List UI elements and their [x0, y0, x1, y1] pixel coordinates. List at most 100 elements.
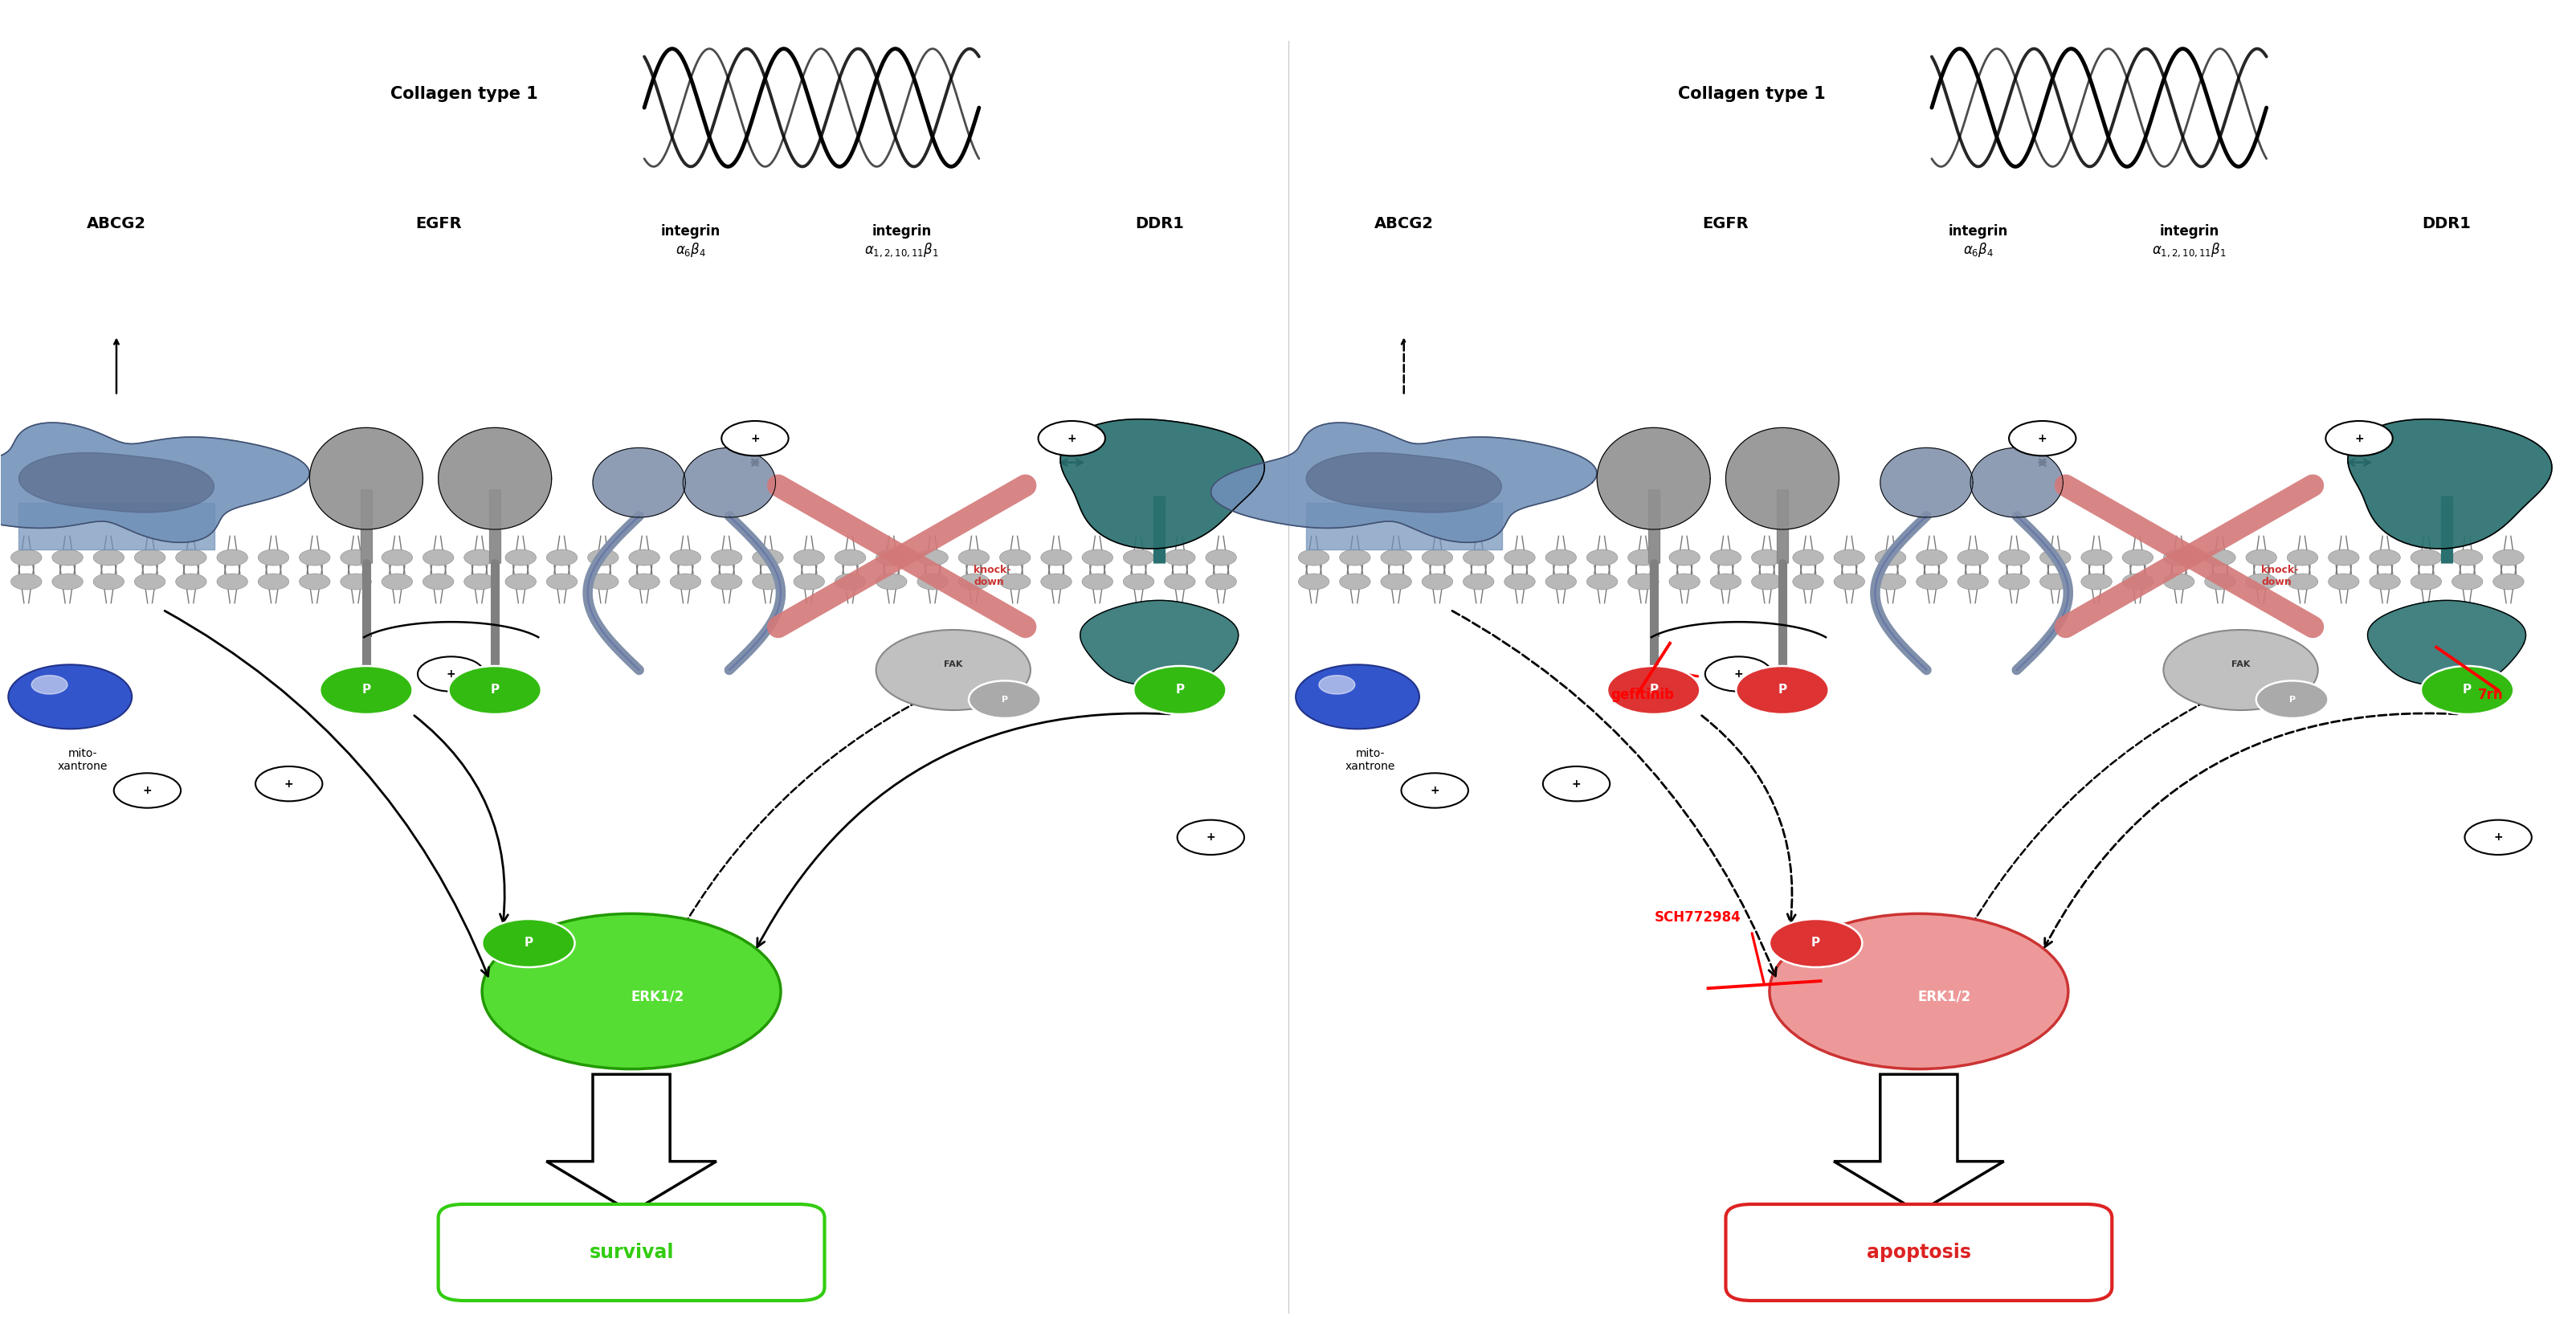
Circle shape	[1298, 549, 1329, 565]
Circle shape	[1381, 574, 1412, 590]
Circle shape	[2257, 681, 2329, 718]
Text: P: P	[1777, 683, 1788, 695]
FancyArrowPatch shape	[1703, 716, 1795, 922]
Circle shape	[93, 549, 124, 565]
Circle shape	[1298, 574, 1329, 590]
Circle shape	[381, 549, 412, 565]
Circle shape	[1546, 549, 1577, 565]
Circle shape	[1381, 549, 1412, 565]
Circle shape	[2329, 549, 2360, 565]
Circle shape	[482, 914, 781, 1069]
Circle shape	[835, 574, 866, 590]
Circle shape	[1669, 574, 1700, 590]
Polygon shape	[18, 453, 214, 512]
Circle shape	[216, 574, 247, 590]
Circle shape	[1422, 549, 1453, 565]
Text: ABCG2: ABCG2	[88, 216, 147, 232]
Text: +: +	[750, 433, 760, 444]
Circle shape	[8, 665, 131, 729]
Polygon shape	[1726, 427, 1839, 529]
Circle shape	[1793, 574, 1824, 590]
Text: +: +	[142, 785, 152, 796]
Text: EGFR: EGFR	[415, 216, 461, 232]
Text: P: P	[2463, 683, 2473, 695]
Circle shape	[255, 766, 322, 801]
Circle shape	[1164, 574, 1195, 590]
Circle shape	[1587, 549, 1618, 565]
Text: +: +	[283, 779, 294, 789]
Text: integrin
$\alpha_{1,2,10,11}\beta_1$: integrin $\alpha_{1,2,10,11}\beta_1$	[2151, 224, 2226, 259]
Circle shape	[381, 574, 412, 590]
Circle shape	[505, 549, 536, 565]
Circle shape	[917, 574, 948, 590]
Circle shape	[1546, 574, 1577, 590]
Polygon shape	[0, 422, 309, 543]
FancyArrowPatch shape	[2045, 713, 2458, 947]
Text: P: P	[2290, 695, 2295, 704]
Circle shape	[10, 574, 41, 590]
FancyArrowPatch shape	[757, 713, 1170, 947]
Circle shape	[2452, 574, 2483, 590]
Circle shape	[2164, 574, 2195, 590]
Circle shape	[1834, 549, 1865, 565]
Circle shape	[1177, 820, 1244, 855]
Circle shape	[340, 549, 371, 565]
Circle shape	[175, 574, 206, 590]
Circle shape	[1875, 574, 1906, 590]
Polygon shape	[592, 448, 685, 517]
Text: +: +	[2354, 433, 2365, 444]
Polygon shape	[1211, 422, 1597, 543]
Circle shape	[134, 549, 165, 565]
Circle shape	[1793, 549, 1824, 565]
Text: Collagen type 1: Collagen type 1	[389, 86, 538, 102]
Circle shape	[999, 574, 1030, 590]
Circle shape	[216, 549, 247, 565]
Circle shape	[2040, 549, 2071, 565]
Circle shape	[2411, 549, 2442, 565]
Circle shape	[1587, 574, 1618, 590]
Circle shape	[2421, 666, 2514, 714]
Text: knock-
down: knock- down	[2262, 565, 2298, 587]
Circle shape	[2123, 574, 2154, 590]
Circle shape	[1710, 574, 1741, 590]
Circle shape	[1710, 549, 1741, 565]
Text: DDR1: DDR1	[2421, 216, 2470, 232]
Circle shape	[1504, 549, 1535, 565]
Circle shape	[2287, 574, 2318, 590]
Text: FAK: FAK	[943, 661, 963, 669]
Circle shape	[1917, 549, 1947, 565]
Circle shape	[113, 773, 180, 808]
Text: apoptosis: apoptosis	[1868, 1242, 1971, 1262]
Circle shape	[793, 574, 824, 590]
Circle shape	[2081, 549, 2112, 565]
Polygon shape	[1971, 448, 2063, 517]
Circle shape	[752, 574, 783, 590]
Circle shape	[482, 919, 574, 967]
Text: mito-
xantrone: mito- xantrone	[57, 748, 108, 772]
Text: DDR1: DDR1	[1136, 216, 1185, 232]
Circle shape	[711, 549, 742, 565]
Text: +: +	[2038, 433, 2048, 444]
Circle shape	[464, 574, 495, 590]
Polygon shape	[546, 1075, 716, 1213]
Circle shape	[752, 549, 783, 565]
Polygon shape	[438, 427, 551, 529]
Circle shape	[1705, 657, 1772, 691]
Circle shape	[2246, 549, 2277, 565]
Polygon shape	[1061, 419, 1265, 548]
Circle shape	[1770, 919, 1862, 967]
FancyArrowPatch shape	[165, 611, 489, 977]
Circle shape	[1319, 675, 1355, 694]
Circle shape	[1628, 549, 1659, 565]
Circle shape	[1917, 574, 1947, 590]
Polygon shape	[1597, 427, 1710, 529]
Circle shape	[670, 549, 701, 565]
Circle shape	[505, 574, 536, 590]
Text: FAK: FAK	[2231, 661, 2249, 669]
Circle shape	[1834, 574, 1865, 590]
Circle shape	[793, 549, 824, 565]
Circle shape	[1123, 549, 1154, 565]
Text: ABCG2: ABCG2	[1373, 216, 1435, 232]
Circle shape	[1041, 574, 1072, 590]
Circle shape	[1669, 549, 1700, 565]
